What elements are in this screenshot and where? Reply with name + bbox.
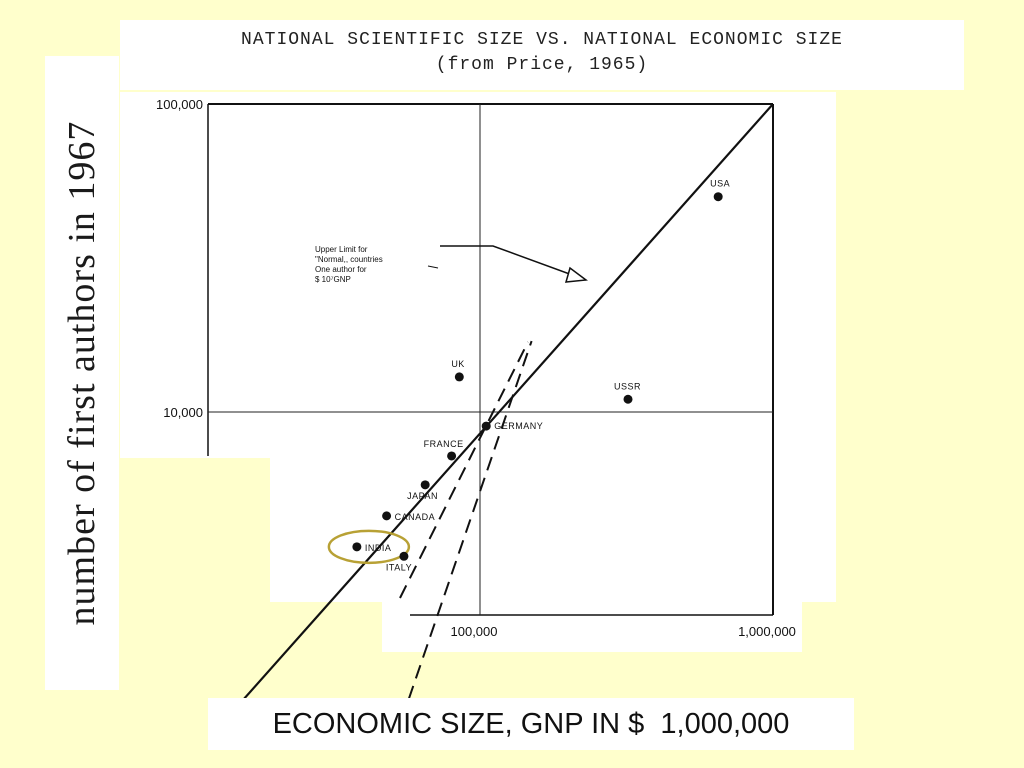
plot-background-lower [270,92,836,602]
annotation-tick [427,265,439,269]
dashed-trend-line [399,341,529,599]
dashed-trend-line [400,340,533,721]
x-axis-label: ECONOMIC SIZE, GNP IN $ 1,000,000 [208,698,854,750]
point-label: USSR [614,381,641,391]
point-label: USA [710,179,730,189]
annotation-line: "Normal,, countries [315,255,383,264]
title-panel: NATIONAL SCIENTIFIC SIZE VS. NATIONAL EC… [120,20,964,90]
point-canada [382,511,392,521]
annotation-arrow [440,245,587,281]
point-label: CANADA [395,512,436,522]
annotation-line: Upper Limit for [315,245,368,254]
data-points: USA USSR UK GERMANY FRANCE JAPAN CANADA INDIA IT… [327,179,730,572]
x-tick-panel [382,592,802,652]
tick-labels: 100,000 10,000 100,000 1,000,000 [156,97,796,639]
y-axis-label-panel: number of first authors in 1967 [45,56,119,690]
point-japan [420,480,430,490]
point-label: ITALY [386,562,412,572]
point-uk [454,372,464,382]
point-usa [713,192,723,202]
y-tick-label: 100,000 [156,97,203,112]
x-tick-label: 1,000,000 [738,624,796,639]
point-france [447,451,457,461]
point-label: JAPAN [407,491,438,501]
annotation-line: One author for [315,265,367,274]
axes [207,103,774,616]
chart-title: NATIONAL SCIENTIFIC SIZE VS. NATIONAL EC… [241,30,843,50]
highlight-ellipse [327,529,411,565]
x-tick-label: 100,000 [451,624,498,639]
point-label: FRANCE [424,439,464,449]
gridlines [208,104,773,615]
y-tick-label: 10,000 [163,405,203,420]
annotation-line: $ 10⁷GNP [315,275,351,284]
reference-lines [224,103,774,721]
point-india [352,542,362,552]
point-ussr [623,394,633,404]
point-label: INDIA [365,543,392,553]
point-label: GERMANY [494,421,543,431]
point-label: UK [451,359,465,369]
annotation-arrowhead [564,266,588,283]
point-germany [481,421,491,431]
upper-limit-line [224,103,774,721]
point-italy [399,551,409,561]
chart-subtitle: (from Price, 1965) [435,55,649,75]
